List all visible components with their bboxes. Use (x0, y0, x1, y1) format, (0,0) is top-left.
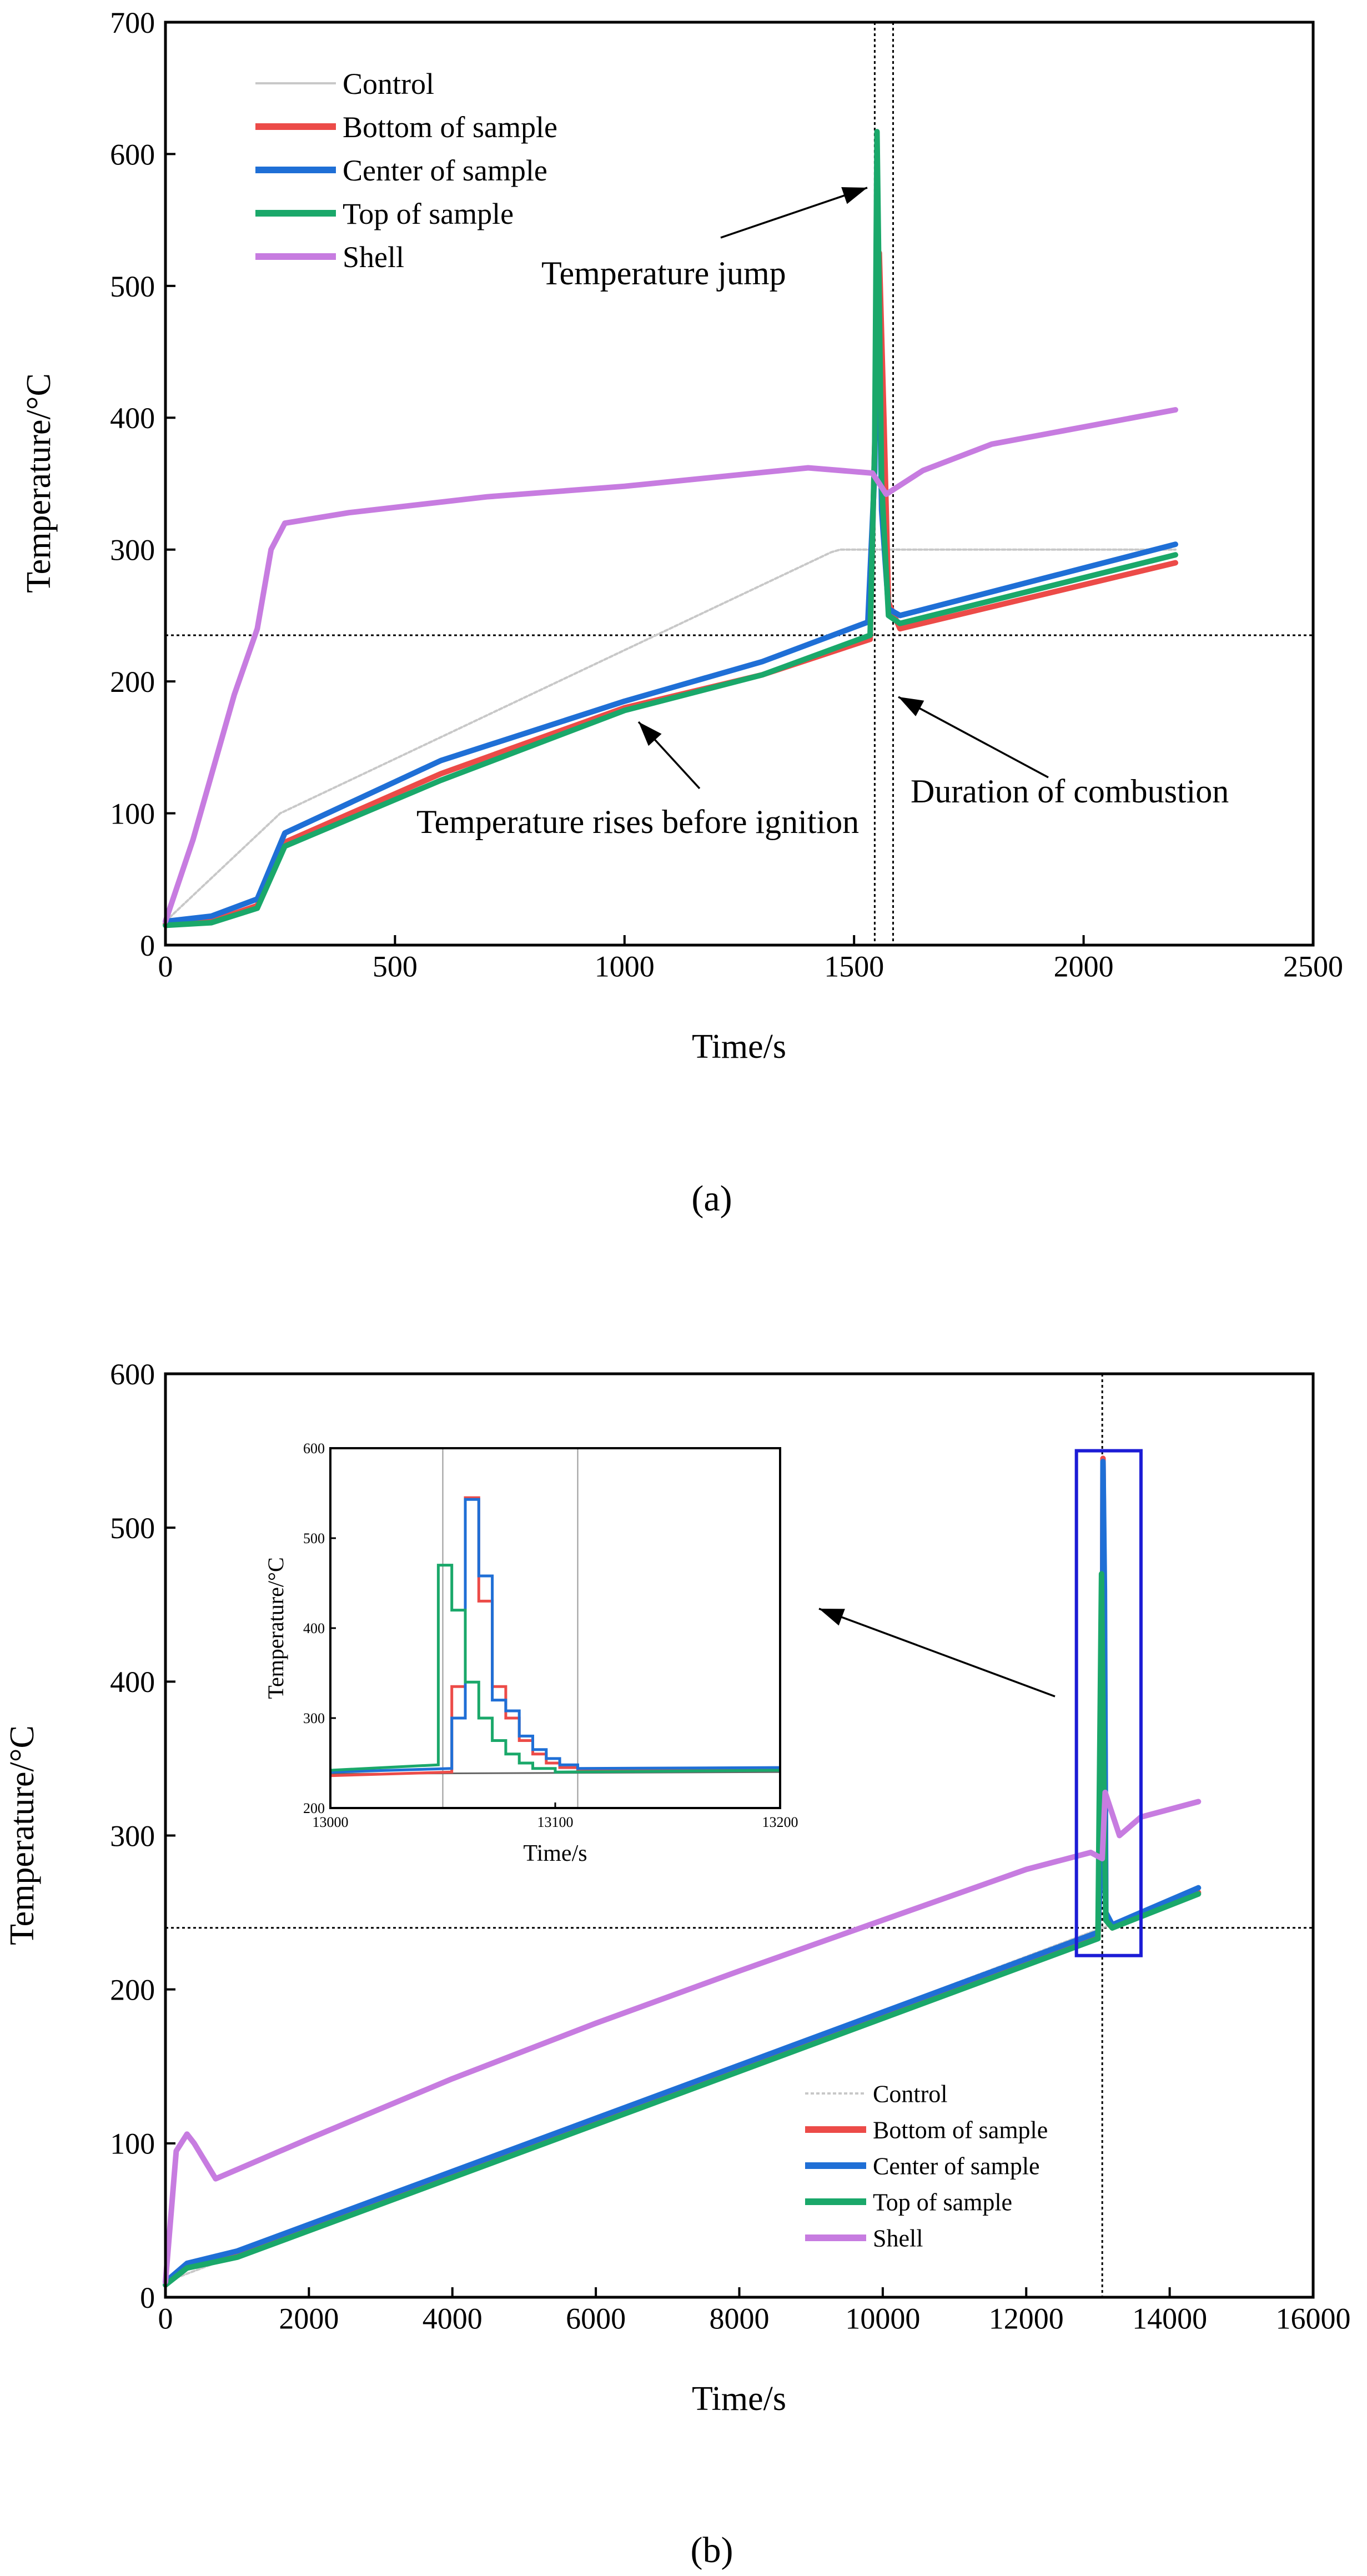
panel-a-ytick-label: 200 (110, 665, 155, 699)
inset-ytick-label: 500 (303, 1530, 325, 1546)
panel-b-xtick-label: 10000 (845, 2302, 920, 2336)
annotation-temperature-jump: Temperature jump (541, 255, 786, 292)
panel-b-xtick-label: 4000 (423, 2302, 483, 2336)
panel-b-ytick-label: 600 (110, 1358, 155, 1391)
panel-a-frame (164, 21, 1315, 947)
panel-a-xlabel: Time/s (692, 1028, 786, 1066)
panel-a-ytick-label: 400 (110, 401, 155, 435)
panel-b-series-top-of-sample (163, 1571, 1202, 2288)
panel-b: 0 2000 4000 6000 8000 10000 12000 14000 16000 0 10… (3, 1358, 1351, 2570)
panel-b-ytick-label: 400 (110, 1665, 155, 1699)
panel-b-caption: (b) (691, 2530, 733, 2570)
panel-a-xtick-label: 1000 (595, 950, 655, 983)
panel-b-xtick-label: 8000 (710, 2302, 770, 2336)
panel-b-xtick-label: 16000 (1276, 2302, 1351, 2336)
legend-label-top-of-sample: Top of sample (873, 2188, 1012, 2216)
legend-label-shell: Shell (873, 2225, 923, 2252)
arrow-temperature-jump-head (841, 187, 867, 204)
inset-ylabel: Temperature/°C (263, 1557, 288, 1699)
panel-a-ytick-label: 500 (110, 270, 155, 303)
panel-a-ytick-label: 600 (110, 138, 155, 171)
inset-ytick-label: 600 (303, 1440, 325, 1457)
panel-a-ytick-label: 300 (110, 534, 155, 567)
inset-xtick-label: 13000 (313, 1814, 349, 1830)
arrow-to-inset-head (819, 1609, 845, 1626)
panel-b-xtick-label: 2000 (279, 2302, 339, 2336)
legend-label-control: Control (343, 67, 434, 101)
panel-a-xtick-label: 2000 (1054, 950, 1114, 983)
panel-a-series-control (164, 548, 1177, 923)
legend-label-top-of-sample: Top of sample (343, 197, 514, 230)
panel-b-series-shell (163, 1789, 1202, 2285)
panel-a-series-top-of-sample (163, 129, 1178, 928)
annotation-duration-combustion: Duration of combustion (911, 773, 1229, 810)
panel-b-xtick-label: 0 (158, 2302, 173, 2336)
panel-a-xtick-label: 2500 (1283, 950, 1343, 983)
panel-a-ytick-label: 700 (110, 6, 155, 39)
panel-b-xlabel: Time/s (692, 2380, 786, 2418)
inset-xlabel: Time/s (523, 1841, 587, 1866)
arrow-duration-combustion-head (898, 697, 924, 716)
arrow-temperature-rise-head (639, 722, 662, 746)
legend-label-control: Control (873, 2080, 947, 2107)
inset-xtick-label: 13200 (762, 1814, 798, 1830)
panel-b-ytick-label: 0 (140, 2281, 155, 2314)
panel-a-xtick-label: 0 (158, 950, 173, 983)
legend-label-bottom-of-sample: Bottom of sample (343, 111, 557, 144)
inset-series-top-of-sample (330, 1564, 780, 1774)
inset-ytick-label: 400 (303, 1620, 325, 1636)
legend-label-center-of-sample: Center of sample (873, 2152, 1040, 2180)
arrow-temperature-jump (720, 187, 868, 239)
arrow-duration-combustion (898, 696, 1049, 779)
legend-label-bottom-of-sample: Bottom of sample (873, 2116, 1048, 2143)
inset-ytick-label: 300 (303, 1710, 325, 1726)
panel-a-ylabel: Temperature/°C (20, 373, 58, 593)
panel-b-ytick-label: 100 (110, 2127, 155, 2161)
zoom-highlight-box (1074, 1449, 1143, 1957)
panel-a-caption: (a) (691, 1178, 732, 1219)
legend-label-center-of-sample: Center of sample (343, 154, 547, 187)
legend-label-shell: Shell (343, 240, 404, 274)
annotation-temperature-rise: Temperature rises before ignition (416, 804, 859, 840)
panel-b-xtick-label: 6000 (566, 2302, 626, 2336)
panel-b-ylabel: Temperature/°C (3, 1725, 41, 1945)
panel-a-xtick-label: 500 (373, 950, 418, 983)
panel-b-xtick-label: 12000 (989, 2302, 1064, 2336)
panel-a-series-shell (163, 407, 1178, 925)
inset-background (330, 1448, 780, 1808)
inset-ytick-label: 200 (303, 1800, 325, 1816)
panel-b-xtick-label: 14000 (1132, 2302, 1207, 2336)
panel-b-ytick-label: 500 (110, 1512, 155, 1545)
panel-a-xtick-label: 1500 (824, 950, 884, 983)
panel-a-ytick-label: 100 (110, 797, 155, 830)
panel-b-ytick-label: 300 (110, 1819, 155, 1852)
arrow-to-inset (818, 1608, 1056, 1698)
panel-b-ytick-label: 200 (110, 1974, 155, 2007)
panel-a: 0 500 1000 1500 2000 2500 0 100 200 300 400 500 600 7… (20, 6, 1343, 1219)
panel-a-ytick-label: 0 (140, 929, 155, 962)
inset-xtick-label: 13100 (537, 1814, 574, 1830)
inset-plot-area (330, 1448, 780, 1808)
